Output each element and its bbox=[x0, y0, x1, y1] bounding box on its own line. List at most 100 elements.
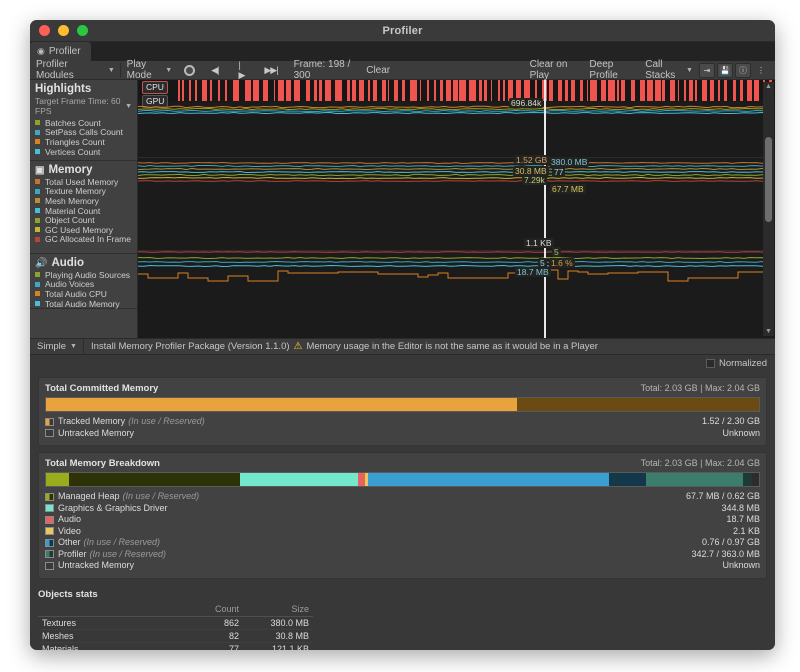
legend-row-tracked-memory[interactable]: Tracked Memory (In use / Reserved) 1.52 … bbox=[45, 416, 760, 428]
prev-frame-button[interactable]: ◀| bbox=[201, 63, 228, 78]
clear-on-play-button[interactable]: Clear on Play bbox=[524, 59, 584, 81]
bar-segment-other-used[interactable] bbox=[368, 473, 610, 486]
cpu-frame-bar bbox=[558, 80, 562, 101]
bar-segment-untracked[interactable] bbox=[516, 398, 759, 411]
load-profile-icon[interactable]: ⇥ bbox=[699, 62, 715, 78]
section-divider bbox=[138, 157, 775, 158]
clear-button[interactable]: Clear bbox=[360, 63, 396, 78]
call-stacks-dropdown[interactable]: Call Stacks ▼ bbox=[639, 59, 699, 81]
counter-object-count[interactable]: Object Count bbox=[30, 215, 137, 225]
target-frame-time-dropdown[interactable]: Target Frame Time: 60 FPS ▼ bbox=[30, 96, 137, 118]
table-row[interactable]: Textures 862 380.0 MB bbox=[38, 616, 313, 630]
scroll-down-icon[interactable]: ▼ bbox=[765, 328, 772, 335]
charts-scrollbar[interactable]: ▲ ▼ bbox=[763, 82, 774, 336]
color-swatch bbox=[35, 301, 40, 307]
bar-segment-managed-heap-reserved[interactable] bbox=[68, 473, 240, 486]
legend-row-other[interactable]: Other (In use / Reserved) 0.76 / 0.97 GB bbox=[45, 537, 760, 549]
bar-segment-video[interactable] bbox=[364, 473, 369, 486]
normalized-checkbox[interactable] bbox=[705, 358, 715, 368]
legend-row-untracked-memory[interactable]: Untracked Memory Unknown bbox=[45, 428, 760, 440]
chevron-down-icon: ▼ bbox=[107, 66, 115, 74]
counter-total-audio-memory[interactable]: Total Audio Memory bbox=[30, 299, 137, 309]
gpu-legend-badge[interactable]: GPU bbox=[142, 95, 169, 108]
legend-row-graphics[interactable]: Graphics & Graphics Driver 344.8 MB bbox=[45, 503, 760, 515]
tab-profiler[interactable]: ◉ Profiler bbox=[30, 42, 91, 61]
maximize-icon[interactable] bbox=[77, 25, 88, 36]
charts-scrollbar-thumb[interactable] bbox=[765, 137, 772, 222]
save-profile-icon[interactable]: 💾 bbox=[717, 62, 733, 78]
value-tag: 7.29k bbox=[522, 175, 547, 185]
record-button[interactable] bbox=[178, 63, 201, 78]
counter-material-count[interactable]: Material Count bbox=[30, 206, 137, 216]
chart-line bbox=[138, 251, 769, 253]
cpu-frame-bar bbox=[508, 80, 513, 101]
legend-row-profiler[interactable]: Profiler (In use / Reserved) 342.7 / 363… bbox=[45, 549, 760, 561]
cpu-frame-bar bbox=[740, 80, 743, 101]
counter-setpass-calls-count[interactable]: SetPass Calls Count bbox=[30, 127, 137, 137]
cell-name: Textures bbox=[38, 616, 181, 630]
bar-segment-profiler-reserved[interactable] bbox=[742, 473, 752, 486]
chart-lines bbox=[138, 105, 772, 282]
committed-total: Total: 2.03 GB | Max: 2.04 GB bbox=[640, 383, 760, 393]
bar-segment-other-reserved[interactable] bbox=[609, 473, 647, 486]
counter-playing-audio-sources[interactable]: Playing Audio Sources bbox=[30, 270, 137, 280]
counter-total-used-memory[interactable]: Total Used Memory bbox=[30, 177, 137, 187]
module-highlights-title: Highlights bbox=[35, 83, 92, 95]
color-swatch bbox=[35, 272, 40, 278]
counter-texture-memory[interactable]: Texture Memory bbox=[30, 186, 137, 196]
counter-triangles-count[interactable]: Triangles Count bbox=[30, 137, 137, 147]
counter-total-audio-cpu[interactable]: Total Audio CPU bbox=[30, 289, 137, 299]
view-mode-dropdown[interactable]: Simple ▼ bbox=[30, 339, 83, 354]
committed-bar[interactable] bbox=[45, 397, 760, 412]
table-row[interactable]: Materials 77 121.1 KB bbox=[38, 642, 313, 650]
next-frame-button[interactable]: |▶ bbox=[228, 60, 254, 80]
header-name bbox=[38, 603, 181, 617]
legend-row-managed-heap[interactable]: Managed Heap (In use / Reserved) 67.7 MB… bbox=[45, 491, 760, 503]
cpu-frame-bar bbox=[402, 80, 405, 101]
bar-segment-profiler-used[interactable] bbox=[646, 473, 743, 486]
module-memory[interactable]: ▣ Memory Total Used Memory Texture Memor… bbox=[30, 161, 137, 254]
counter-batches-count[interactable]: Batches Count bbox=[30, 118, 137, 128]
minimize-icon[interactable] bbox=[58, 25, 69, 36]
module-highlights[interactable]: Highlights Target Frame Time: 60 FPS ▼ B… bbox=[30, 80, 137, 161]
traffic-lights bbox=[30, 25, 88, 36]
bar-segment-graphics[interactable] bbox=[239, 473, 358, 486]
profiler-modules-dropdown[interactable]: Profiler Modules ▼ bbox=[30, 59, 120, 81]
chart-line bbox=[138, 111, 769, 115]
close-icon[interactable] bbox=[39, 25, 50, 36]
last-frame-button[interactable]: ▶▶| bbox=[254, 63, 287, 78]
cpu-frame-bar bbox=[178, 80, 180, 101]
legend-row-video[interactable]: Video 2.1 KB bbox=[45, 526, 760, 538]
legend-sublabel: (In use / Reserved) bbox=[128, 416, 205, 426]
bar-segment-managed-heap-used[interactable] bbox=[46, 473, 69, 486]
play-mode-dropdown[interactable]: Play Mode ▼ bbox=[121, 59, 179, 81]
legend-row-audio[interactable]: Audio 18.7 MB bbox=[45, 514, 760, 526]
playhead-marker[interactable] bbox=[544, 80, 546, 338]
cpu-frame-bar bbox=[274, 80, 275, 101]
menu-icon[interactable]: ⋮ bbox=[757, 65, 765, 75]
counter-audio-voices[interactable]: Audio Voices bbox=[30, 279, 137, 289]
help-icon[interactable]: ⓘ bbox=[735, 62, 751, 78]
install-package-link[interactable]: Install Memory Profiler Package (Version… bbox=[90, 341, 290, 352]
cpu-legend-badge[interactable]: CPU bbox=[142, 81, 168, 94]
breakdown-bar[interactable] bbox=[45, 472, 760, 487]
module-audio[interactable]: 🔊 Audio Playing Audio Sources Audio Voic… bbox=[30, 254, 137, 310]
legend-value: Unknown bbox=[722, 560, 760, 570]
cpu-frame-bar bbox=[368, 80, 370, 101]
cpu-frame-bar bbox=[631, 80, 635, 101]
table-row[interactable]: Meshes 82 30.8 MB bbox=[38, 629, 313, 643]
legend-row-untracked[interactable]: Untracked Memory Unknown bbox=[45, 560, 760, 572]
counter-vertices-count[interactable]: Vertices Count bbox=[30, 147, 137, 157]
deep-profile-button[interactable]: Deep Profile bbox=[583, 59, 639, 81]
bar-segment-tracked[interactable] bbox=[46, 398, 517, 411]
profiler-charts: Highlights Target Frame Time: 60 FPS ▼ B… bbox=[30, 80, 775, 338]
counter-mesh-memory[interactable]: Mesh Memory bbox=[30, 196, 137, 206]
counter-gc-allocated-in-frame[interactable]: GC Allocated In Frame bbox=[30, 234, 137, 244]
legend-value: 2.1 KB bbox=[732, 525, 760, 536]
chart-plot-area[interactable]: CPU GPU 696.84k 1.52 GB 380.0 MB 30.8 MB… bbox=[138, 80, 775, 338]
header-count: Count bbox=[181, 603, 243, 617]
scroll-up-icon[interactable]: ▲ bbox=[765, 83, 772, 90]
bar-segment-audio[interactable] bbox=[357, 473, 365, 486]
chart-line bbox=[138, 264, 769, 268]
counter-gc-used-memory[interactable]: GC Used Memory bbox=[30, 225, 137, 235]
